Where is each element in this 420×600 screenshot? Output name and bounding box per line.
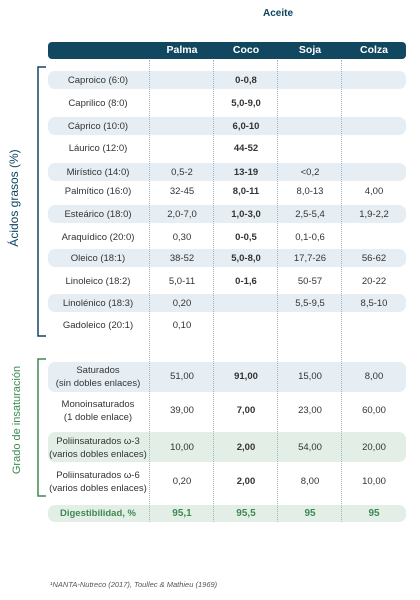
table-cell-palma: 0,10 (172, 320, 192, 331)
table-cell-coco: 13-19 (233, 167, 259, 178)
table-cell-coco: 1,0-3,0 (231, 209, 261, 220)
table-cell-soja: 2,5-5,4 (295, 209, 325, 220)
section-title-fatty-acids: Ácidos grasos (%) (7, 149, 21, 247)
table-cell-palma: 2,0-7,0 (167, 209, 197, 220)
table-cell-coco: 44-52 (233, 143, 259, 154)
unsaturation-label-line-1: Monoinsaturados (61, 399, 135, 410)
table-cell-colza: 10,00 (362, 476, 386, 487)
table-cell-palma: 0,5-2 (171, 167, 193, 178)
section-bracket-unsaturation (37, 358, 46, 497)
table-cell-palma: 10,00 (170, 442, 194, 453)
row-background (48, 362, 406, 392)
row-background (48, 117, 406, 135)
fatty-acid-label: Araquídico (20:0) (61, 232, 135, 243)
unsaturation-label: Poliinsaturados ω-3 (varios dobles enlace… (48, 435, 148, 461)
table-cell-colza: 1,9-2,2 (359, 209, 389, 220)
table-title: Aceite (262, 8, 293, 19)
table-cell-coco: 0-0,5 (235, 232, 257, 243)
table-cell-colza: 20-22 (361, 276, 387, 287)
fatty-acid-label: Linolénico (18:3) (62, 298, 134, 309)
table-cell-colza: 4,00 (364, 186, 384, 197)
unsaturation-label-line-2: (varios dobles enlaces) (49, 483, 147, 494)
table-cell-colza: 56-62 (361, 253, 387, 264)
table-cell-palma: 0,20 (172, 476, 192, 487)
column-header-colza: Colza (359, 44, 388, 56)
table-cell-palma: 39,00 (170, 405, 194, 416)
digestibility-value-palma: 95,1 (172, 508, 192, 519)
fatty-acid-label: Oleico (18:1) (70, 253, 126, 264)
table-cell-coco: 0-1,6 (235, 276, 257, 287)
unsaturation-label: Monoinsaturados (1 doble enlace) (48, 398, 148, 424)
table-cell-coco: 0-0,8 (235, 75, 257, 86)
column-divider (149, 60, 150, 522)
fatty-acid-label: Gadoleico (20:1) (62, 320, 134, 331)
table-cell-soja: 17,7-26 (293, 253, 327, 264)
fatty-acid-label: Caproico (6:0) (67, 75, 129, 86)
table-cell-coco: 5,0-9,0 (231, 98, 261, 109)
table-cell-colza: 8,5-10 (360, 298, 388, 309)
table-cell-coco: 7,00 (236, 405, 256, 416)
table-cell-coco: 8,0-11 (232, 186, 260, 197)
digestibility-value-coco: 95,5 (236, 508, 256, 519)
unsaturation-label-line-1: Poliinsaturados ω-6 (56, 470, 140, 481)
unsaturation-label: Poliinsaturados ω-6 (varios dobles enlace… (48, 469, 148, 495)
unsaturation-label-line-1: Saturados (76, 365, 120, 376)
table-cell-soja: 15,00 (298, 371, 322, 382)
unsaturation-label-line-1: Poliinsaturados ω-3 (56, 436, 140, 447)
section-bracket-fatty-acids (37, 66, 46, 337)
table-cell-soja: 8,00 (300, 476, 320, 487)
row-background (48, 205, 406, 223)
table-cell-coco: 91,00 (234, 371, 258, 382)
table-cell-soja: 50-57 (297, 276, 323, 287)
column-divider (213, 60, 214, 522)
digestibility-label: Digestibilidad, % (59, 508, 136, 519)
table-cell-palma: 0,20 (172, 298, 192, 309)
unsaturation-label-line-2: (1 doble enlace) (63, 412, 133, 423)
table-cell-soja: 8,0-13 (296, 186, 324, 197)
table-cell-palma: 51,00 (170, 371, 194, 382)
footnote: ¹NANTA-Nutreco (2017), Toullec & Mathieu… (50, 580, 218, 589)
fatty-acid-label: Linoleico (18:2) (65, 276, 131, 287)
column-header-palma: Palma (166, 44, 198, 56)
table-cell-palma: 38-52 (169, 253, 195, 264)
table-cell-soja: 5,5-9,5 (295, 298, 325, 309)
digestibility-value-colza: 95 (368, 508, 380, 519)
table-cell-coco: 6,0-10 (232, 121, 260, 132)
table-cell-palma: 0,30 (172, 232, 192, 243)
fatty-acid-label: Cáprico (10:0) (67, 121, 129, 132)
table-cell-palma: 5,0-11 (168, 276, 196, 287)
column-divider (277, 60, 278, 522)
unsaturation-label-line-2: (sin dobles enlaces) (55, 378, 141, 389)
column-divider (341, 60, 342, 522)
table-cell-colza: 60,00 (362, 405, 386, 416)
fatty-acid-label: Esteárico (18:0) (64, 209, 132, 220)
table-cell-soja: 54,00 (298, 442, 322, 453)
table-cell-coco: 2,00 (236, 476, 256, 487)
row-background (48, 432, 406, 462)
row-background (48, 505, 406, 522)
row-background (48, 249, 406, 267)
table-cell-coco: 5,0-8,0 (231, 253, 261, 264)
fatty-acid-label: Láurico (12:0) (68, 143, 128, 154)
unsaturation-label: Saturados (sin dobles enlaces) (48, 364, 148, 390)
column-header-coco: Coco (232, 44, 260, 56)
section-title-unsaturation: Grado de insaturación (11, 365, 23, 475)
unsaturation-label-line-2: (varios dobles enlaces) (49, 449, 147, 460)
column-header-soja: Soja (298, 44, 322, 56)
fatty-acid-label: Palmítico (16:0) (64, 186, 132, 197)
table-cell-palma: 32-45 (169, 186, 195, 197)
row-background (48, 71, 406, 89)
table-cell-colza: 8,00 (364, 371, 384, 382)
digestibility-value-soja: 95 (304, 508, 316, 519)
row-background (48, 163, 406, 181)
table-cell-soja: 0,1-0,6 (295, 232, 325, 243)
row-background (48, 294, 406, 312)
table-cell-coco: 2,00 (236, 442, 256, 453)
fatty-acid-label: Caprilico (8:0) (68, 98, 128, 109)
table-cell-colza: 20,00 (362, 442, 386, 453)
column-header-bar: Palma Coco Soja Colza (48, 42, 406, 59)
fatty-acid-label: Mirístico (14:0) (66, 167, 130, 178)
table-cell-soja: <0,2 (300, 167, 320, 178)
table-cell-soja: 23,00 (298, 405, 322, 416)
